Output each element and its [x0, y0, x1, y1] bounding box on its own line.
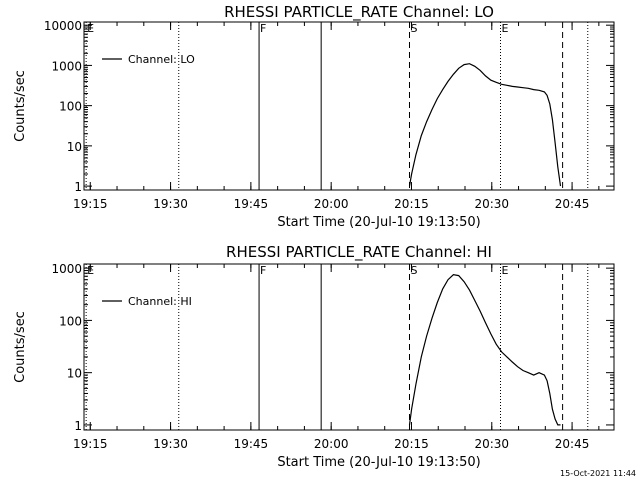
y-tick-label: 1 — [74, 180, 82, 194]
event-marker-label: E — [502, 22, 509, 35]
y-tick-label: 100 — [59, 314, 82, 328]
y-tick-label: 10 — [67, 367, 82, 381]
footer-timestamp: 15-Oct-2021 11:44 — [560, 469, 636, 478]
x-tick-label: 20:00 — [314, 437, 349, 451]
y-tick-label: 1 — [74, 419, 82, 433]
series-line — [408, 274, 561, 426]
event-marker-label: S — [410, 264, 417, 277]
x-tick-label: 20:15 — [394, 437, 429, 451]
event-marker-label: F — [260, 264, 266, 277]
plot-frame — [83, 263, 615, 431]
x-tick-label: 19:45 — [234, 197, 269, 211]
x-tick-label: 20:15 — [394, 197, 429, 211]
x-tick-label: 19:15 — [73, 437, 108, 451]
event-marker-label: E — [87, 22, 94, 35]
y-tick-label: 1000 — [51, 59, 82, 73]
legend-label: Channel: LO — [128, 53, 195, 66]
hi-channel-panel: RHESSI PARTICLE_RATE Channel: HI 1 10 100 10… — [13, 243, 615, 470]
x-axis-label: Start Time (20-Jul-10 19:13:50) — [277, 455, 480, 470]
legend-label: Channel: HI — [128, 295, 192, 308]
event-marker-label: S — [410, 22, 417, 35]
x-axis-label: Start Time (20-Jul-10 19:13:50) — [277, 215, 480, 230]
y-tick-label: 10000 — [44, 19, 82, 33]
x-tick-label: 20:30 — [474, 197, 509, 211]
x-tick-label: 20:45 — [555, 437, 590, 451]
y-axis-label: Counts/sec — [13, 70, 28, 142]
chart-title: RHESSI PARTICLE_RATE Channel: HI — [226, 243, 492, 262]
series-line — [408, 63, 562, 187]
plot-frame — [83, 21, 615, 191]
x-tick-label: 19:30 — [153, 197, 188, 211]
x-tick-label: 19:30 — [153, 437, 188, 451]
event-marker-label: E — [87, 264, 94, 277]
event-marker-label: E — [502, 264, 509, 277]
y-tick-label: 100 — [59, 100, 82, 114]
y-tick-label: 10 — [67, 140, 82, 154]
x-tick-label: 19:45 — [234, 437, 269, 451]
y-tick-label: 1000 — [51, 262, 82, 276]
x-tick-label: 20:30 — [474, 437, 509, 451]
x-tick-label: 20:00 — [314, 197, 349, 211]
chart-title: RHESSI PARTICLE_RATE Channel: LO — [224, 3, 494, 22]
lo-channel-panel: RHESSI PARTICLE_RATE Channel: LO 1 10 100 10… — [13, 3, 615, 230]
event-marker-label: F — [260, 22, 266, 35]
x-tick-label: 20:45 — [555, 197, 590, 211]
x-tick-label: 19:15 — [73, 197, 108, 211]
y-axis-label: Counts/sec — [13, 311, 28, 383]
